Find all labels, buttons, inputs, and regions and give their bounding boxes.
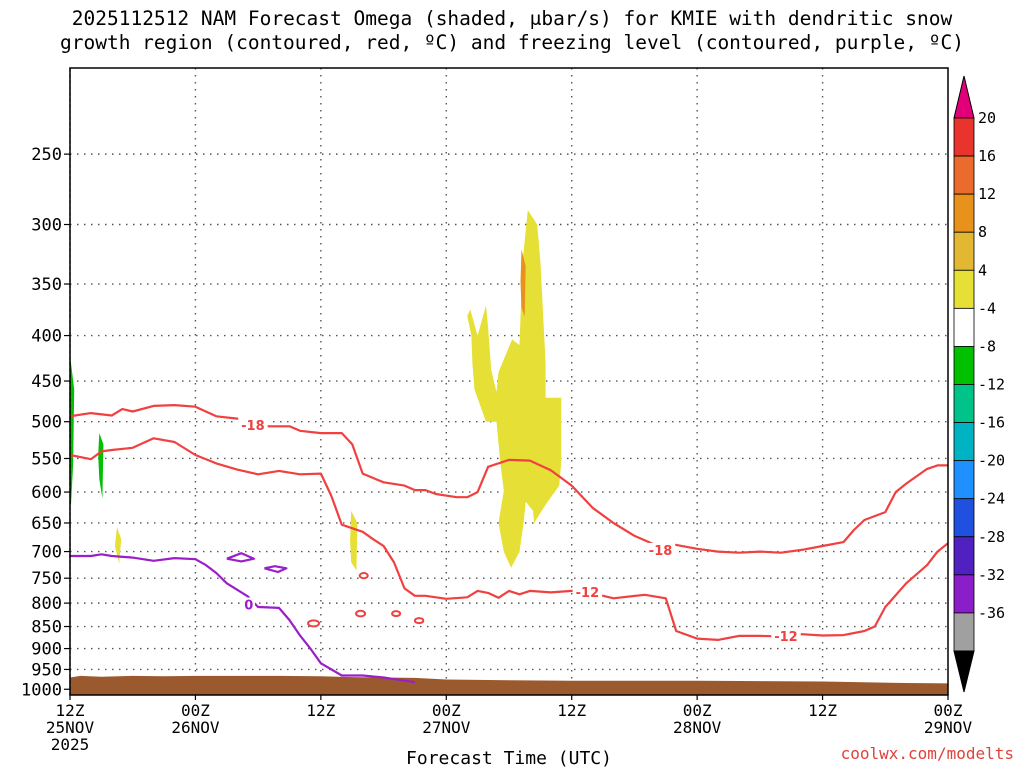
x-tick-label-1-1: 00Z	[181, 701, 210, 720]
colorbar-segment-7	[953, 384, 975, 423]
x-tick-label-2-1: 12Z	[306, 701, 335, 720]
colorbar-segment-1	[953, 155, 975, 195]
y-tick-label-400: 400	[31, 327, 62, 347]
contour-fragment-4	[413, 617, 425, 625]
colorbar-label-3: 8	[978, 223, 987, 241]
x-tick-label-7-2: 29NOV	[924, 718, 973, 737]
colorbar-label-0: 20	[978, 109, 996, 127]
y-tick-label-650: 650	[31, 514, 62, 534]
colorbar-label-10: -24	[978, 490, 1005, 508]
contour-line-1	[70, 437, 948, 642]
colorbar-segment-10	[953, 498, 975, 538]
colorbar-segment-12	[953, 574, 975, 614]
omega-region-5	[98, 433, 104, 499]
colorbar-segment-2	[953, 193, 975, 233]
contour-label-bg-3	[771, 628, 801, 643]
colorbar-segment-4	[953, 269, 975, 309]
x-tick-label-7-1: 00Z	[934, 701, 963, 720]
chart-title-line2: growth region (contoured, red, ºC) and f…	[60, 31, 964, 54]
y-tick-label-250: 250	[31, 145, 62, 165]
contour-line-0	[70, 404, 948, 554]
colorbar: 20 16 12 8 4 -4 -8 -12 -16 -20 -24 -28 -32 -36	[953, 75, 1005, 693]
colorbar-label-6: -8	[978, 337, 996, 355]
x-tick-label-0-3: 2025	[51, 735, 90, 754]
colorbar-label-2: 12	[978, 185, 996, 203]
colorbar-label-4: 4	[978, 261, 987, 279]
colorbar-label-1: 16	[978, 147, 996, 165]
y-tick-label-800: 800	[31, 594, 62, 614]
omega-region-2	[114, 527, 122, 564]
contour-line-4	[264, 565, 288, 574]
colorbar-label-13: -36	[978, 604, 1005, 622]
colorbar-label-9: -20	[978, 452, 1005, 470]
contour-label-3: -12	[774, 630, 798, 645]
colorbar-label-11: -28	[978, 528, 1005, 546]
chart-title-line1: 2025112512 NAM Forecast Omega (shaded, μ…	[71, 7, 953, 30]
contour-fragment-0	[307, 619, 321, 628]
contour-fragment-3	[391, 610, 402, 618]
y-tick-label-850: 850	[31, 618, 62, 638]
x-tick-label-3-1: 00Z	[432, 701, 461, 720]
y-tick-label-500: 500	[31, 413, 62, 433]
contour-label-bg-0	[238, 417, 268, 432]
contour-label-2: -12	[576, 586, 600, 601]
x-tick-label-0-2: 25NOV	[46, 718, 95, 737]
x-tick-label-0-1: 12Z	[56, 701, 85, 720]
colorbar-label-8: -16	[978, 414, 1005, 432]
axes: 2503003504004505005506006507007508008509…	[21, 67, 973, 768]
contour-label-4: 0	[244, 599, 253, 614]
contour-line-2	[70, 553, 416, 684]
colorbar-segment-0	[953, 117, 975, 157]
y-tick-label-900: 900	[31, 640, 62, 660]
omega-shading	[70, 210, 562, 571]
colorbar-segment-5	[953, 307, 975, 347]
colorbar-segment-3	[953, 231, 975, 271]
colorbar-label-7: -12	[978, 376, 1005, 394]
contour-fragment-1	[358, 572, 369, 580]
colorbar-segment-11	[953, 536, 975, 576]
omega-region-0	[467, 210, 562, 568]
colorbar-segment-9	[953, 460, 975, 500]
x-tick-label-6-1: 12Z	[808, 701, 837, 720]
y-tick-label-300: 300	[31, 216, 62, 236]
omega-region-3	[350, 510, 358, 571]
temperature-contours: -18 -18 -12 -12 0	[70, 404, 948, 684]
colorbar-label-5: -4	[978, 299, 996, 317]
colorbar-top-triangle	[953, 75, 975, 119]
y-tick-label-350: 350	[31, 275, 62, 295]
contour-label-1: -18	[649, 544, 673, 559]
x-tick-label-4-1: 12Z	[557, 701, 586, 720]
terrain-polygon	[70, 675, 948, 695]
x-tick-label-5-1: 00Z	[683, 701, 712, 720]
x-tick-label-1-2: 26NOV	[171, 718, 220, 737]
contour-label-bg-1	[645, 542, 676, 557]
x-axis-title: Forecast Time (UTC)	[406, 748, 612, 768]
y-tick-label-1000: 1000	[21, 680, 62, 700]
omega-region-1	[520, 249, 526, 317]
colorbar-bottom-triangle	[953, 650, 975, 693]
y-tick-label-700: 700	[31, 543, 62, 563]
credit-text: coolwx.com/modelts	[840, 744, 1014, 763]
omega-region-4	[70, 359, 75, 505]
contour-label-0: -18	[241, 419, 265, 434]
colorbar-label-12: -32	[978, 566, 1005, 584]
contour-label-bg-2	[572, 584, 603, 599]
contour-label-bg-4	[242, 597, 255, 612]
contour-line-3	[226, 552, 256, 563]
x-tick-label-5-2: 28NOV	[673, 718, 722, 737]
colorbar-segment-13	[953, 612, 975, 652]
colorbar-segment-6	[953, 346, 975, 385]
y-tick-label-450: 450	[31, 372, 62, 392]
x-tick-label-3-2: 27NOV	[422, 718, 471, 737]
y-tick-label-600: 600	[31, 483, 62, 503]
colorbar-segment-8	[953, 422, 975, 462]
y-tick-label-950: 950	[31, 660, 62, 680]
y-tick-label-750: 750	[31, 569, 62, 589]
contour-fragment-2	[355, 609, 367, 618]
terrain-fill	[70, 675, 948, 695]
y-tick-label-550: 550	[31, 449, 62, 469]
